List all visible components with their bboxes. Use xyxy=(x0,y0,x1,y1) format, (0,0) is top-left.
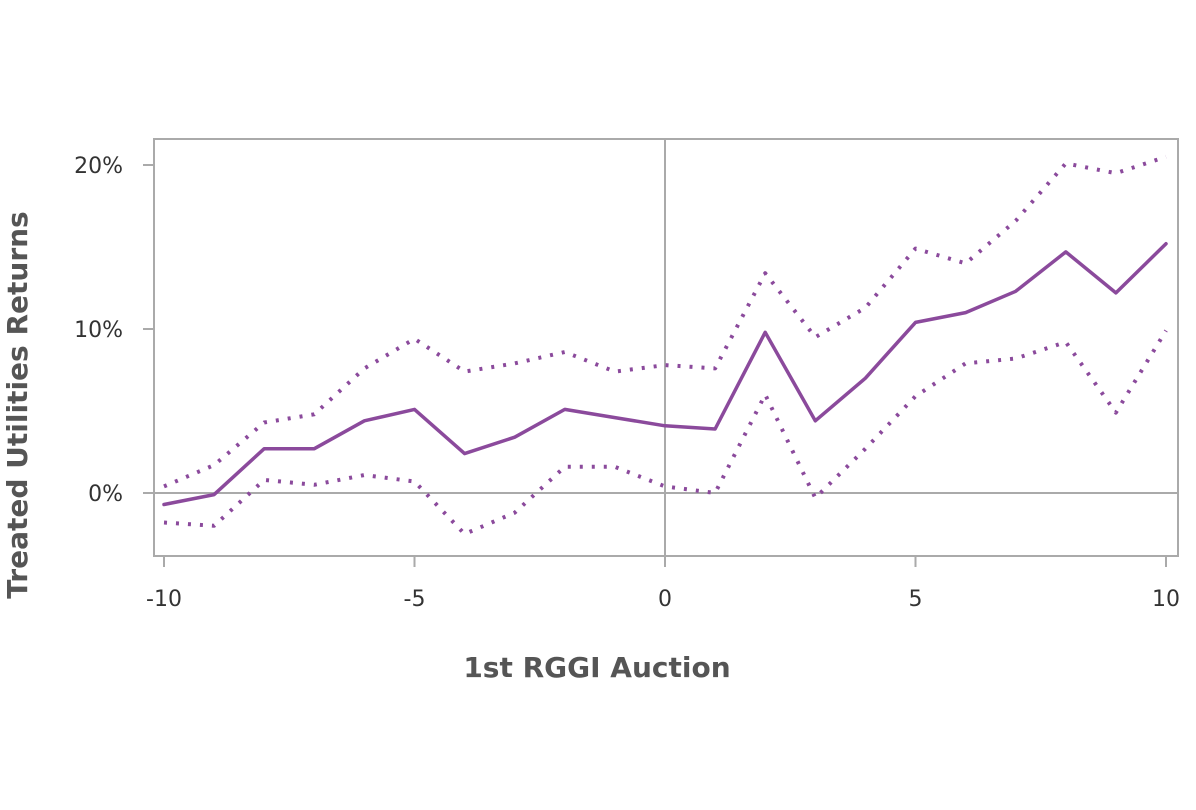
x-tick-label: 5 xyxy=(909,587,923,612)
confidence-bound-line xyxy=(163,154,1167,489)
y-tick-label: 20% xyxy=(74,154,123,179)
x-axis-ticks: -10 -5 0 5 10 xyxy=(146,556,1180,612)
x-tick-label: 10 xyxy=(1152,587,1180,612)
x-tick-label: -10 xyxy=(146,587,182,612)
y-axis-title: Treated Utilities Returns xyxy=(1,211,34,598)
y-tick-label: 0% xyxy=(88,482,123,507)
x-axis-title: 1st RGGI Auction xyxy=(463,651,730,684)
x-tick-label: -5 xyxy=(404,587,426,612)
y-axis-ticks: 0% 10% 20% xyxy=(74,154,154,507)
confidence-bound-line xyxy=(163,329,1168,536)
y-tick-label: 10% xyxy=(74,318,123,343)
estimate-line xyxy=(162,241,1168,507)
plot-area xyxy=(153,138,1179,557)
series-layer xyxy=(162,154,1168,536)
x-tick-label: 0 xyxy=(658,587,672,612)
